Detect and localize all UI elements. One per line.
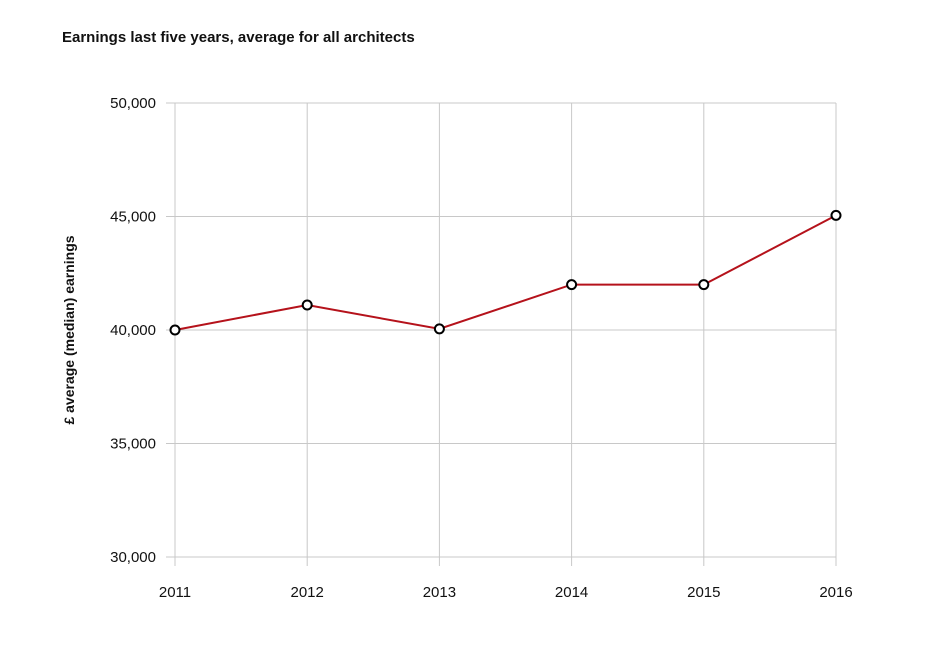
data-point: [830, 209, 842, 221]
data-point: [301, 299, 313, 311]
x-tick-label: 2014: [555, 584, 588, 601]
y-tick-label: 35,000: [110, 436, 156, 453]
y-tick-label: 30,000: [110, 549, 156, 566]
x-tick-label: 2015: [687, 584, 720, 601]
grid: [166, 102, 837, 566]
y-axis-label: £ average (median) earnings: [61, 235, 77, 424]
series-earnings: [169, 209, 842, 336]
y-tick-labels: 30,000 35,000 40,000 45,000 50,000: [110, 95, 156, 566]
series-line: [174, 214, 837, 331]
y-tick-label: 40,000: [110, 322, 156, 339]
data-point: [433, 323, 445, 335]
y-tick-label: 45,000: [110, 209, 156, 226]
x-tick-label: 2012: [291, 584, 324, 601]
x-tick-labels: 2011 2012 2013 2014 2015 2016: [159, 584, 853, 601]
data-point: [698, 279, 710, 291]
chart-title: Earnings last five years, average for al…: [62, 29, 415, 46]
x-tick-label: 2011: [159, 584, 191, 601]
x-tick-label: 2013: [423, 584, 456, 601]
data-point: [566, 279, 578, 291]
y-tick-label: 50,000: [110, 95, 156, 112]
x-tick-label: 2016: [819, 584, 852, 601]
data-point: [169, 324, 181, 336]
